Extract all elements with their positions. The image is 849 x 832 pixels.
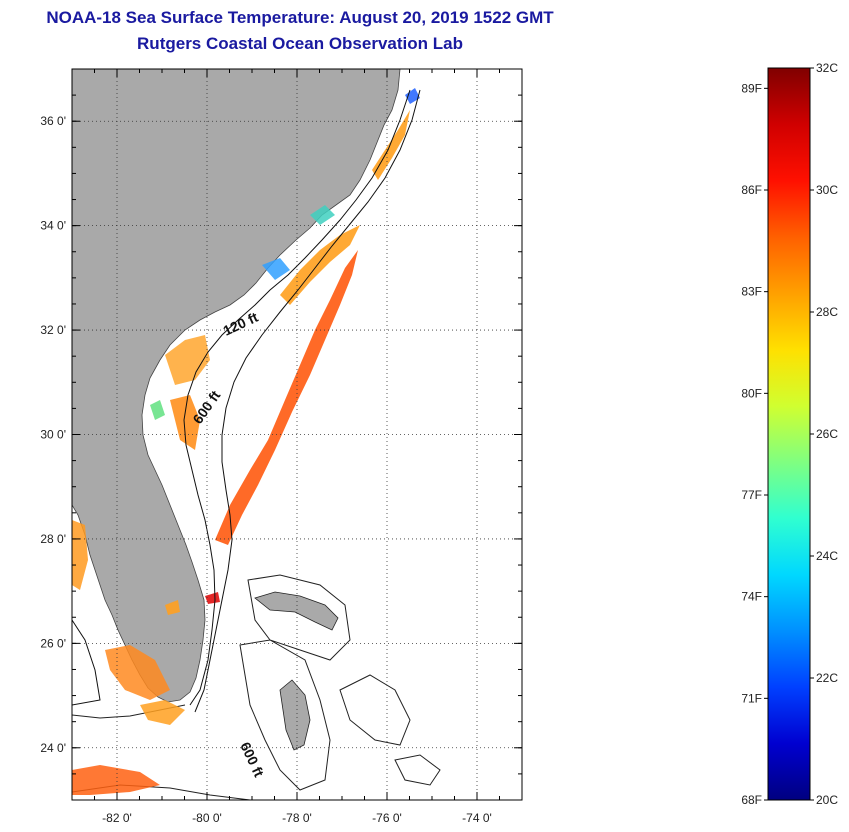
sst-cool-patch-4: [150, 400, 165, 420]
colorbar-c-label: 30C: [816, 183, 838, 197]
sst-swath-gulf: [105, 645, 170, 700]
colorbar-f-label: 71F: [741, 691, 762, 705]
colorbar-f-label: 83F: [741, 285, 762, 299]
sst-cool-patch-1: [262, 258, 290, 280]
lon-tick-label: -76 0': [372, 811, 402, 825]
colorbar-c-label: 26C: [816, 427, 838, 441]
lat-tick-label: 36 0': [40, 114, 66, 128]
sst-swath-georgia: [165, 335, 210, 385]
lat-tick-label: 32 0': [40, 323, 66, 337]
lon-tick-label: -82 0': [102, 811, 132, 825]
colorbar-f-label: 68F: [741, 793, 762, 807]
sst-swath-main: [215, 250, 358, 545]
lon-tick-label: -80 0': [192, 811, 222, 825]
sst-swath-fl-west: [72, 520, 88, 590]
sst-swaths: [72, 88, 420, 795]
lon-tick-label: -74 0': [462, 811, 492, 825]
isobath-contours: [72, 89, 421, 713]
sst-swath-outer-banks: [372, 110, 410, 180]
sst-swath-north: [280, 225, 360, 305]
sst-swath-keys: [140, 700, 185, 725]
sst-cool-patch-3: [405, 88, 420, 104]
sst-hot-patch: [205, 592, 220, 604]
graticule: [72, 69, 522, 800]
colorbar-labels: 32C 30C 28C 26C 24C 22C 20C 89F 86F 83F 80F 77F 74F 7…: [741, 61, 838, 807]
axis-ticks: [71, 68, 523, 801]
colorbar-c-label: 32C: [816, 61, 838, 75]
colorbar-c-label: 22C: [816, 671, 838, 685]
lat-tick-label: 24 0': [40, 741, 66, 755]
lat-tick-label: 26 0': [40, 636, 66, 650]
lon-tick-label: -78 0': [282, 811, 312, 825]
lat-tick-label: 28 0': [40, 532, 66, 546]
lat-tick-label: 34 0': [40, 219, 66, 233]
colorbar-f-label: 80F: [741, 386, 762, 400]
contour-gulf: [72, 619, 101, 706]
bahamas-grand-bahama: [254, 591, 339, 631]
chart-title: NOAA-18 Sea Surface Temperature: August …: [46, 8, 554, 27]
colorbar-c-label: 24C: [816, 549, 838, 563]
sst-cool-patch-2: [310, 205, 335, 225]
contour-120ft: [183, 89, 411, 706]
sst-orange-dot: [165, 600, 180, 615]
chart-subtitle: Rutgers Coastal Ocean Observation Lab: [137, 34, 463, 53]
map-area: 120 ft 600 ft 600 ft: [72, 69, 522, 800]
bahamas-andros: [279, 679, 311, 751]
bahamas-shelf-outline: [239, 574, 441, 791]
contour-600ft: [194, 89, 421, 713]
colorbar: [767, 67, 811, 801]
colorbar-f-label: 74F: [741, 590, 762, 604]
sst-swath-fl-east: [170, 395, 200, 450]
colorbar-f-label: 77F: [741, 488, 762, 502]
colorbar-c-label: 20C: [816, 793, 838, 807]
axis-tick-labels: -82 0' -80 0' -78 0' -76 0' -74 0' 36 0' 34 0'…: [40, 114, 491, 825]
colorbar-f-label: 89F: [741, 81, 762, 95]
colorbar-c-label: 28C: [816, 305, 838, 319]
colorbar-f-label: 86F: [741, 183, 762, 197]
sst-swath-cuba: [72, 765, 160, 795]
lat-tick-label: 30 0': [40, 428, 66, 442]
